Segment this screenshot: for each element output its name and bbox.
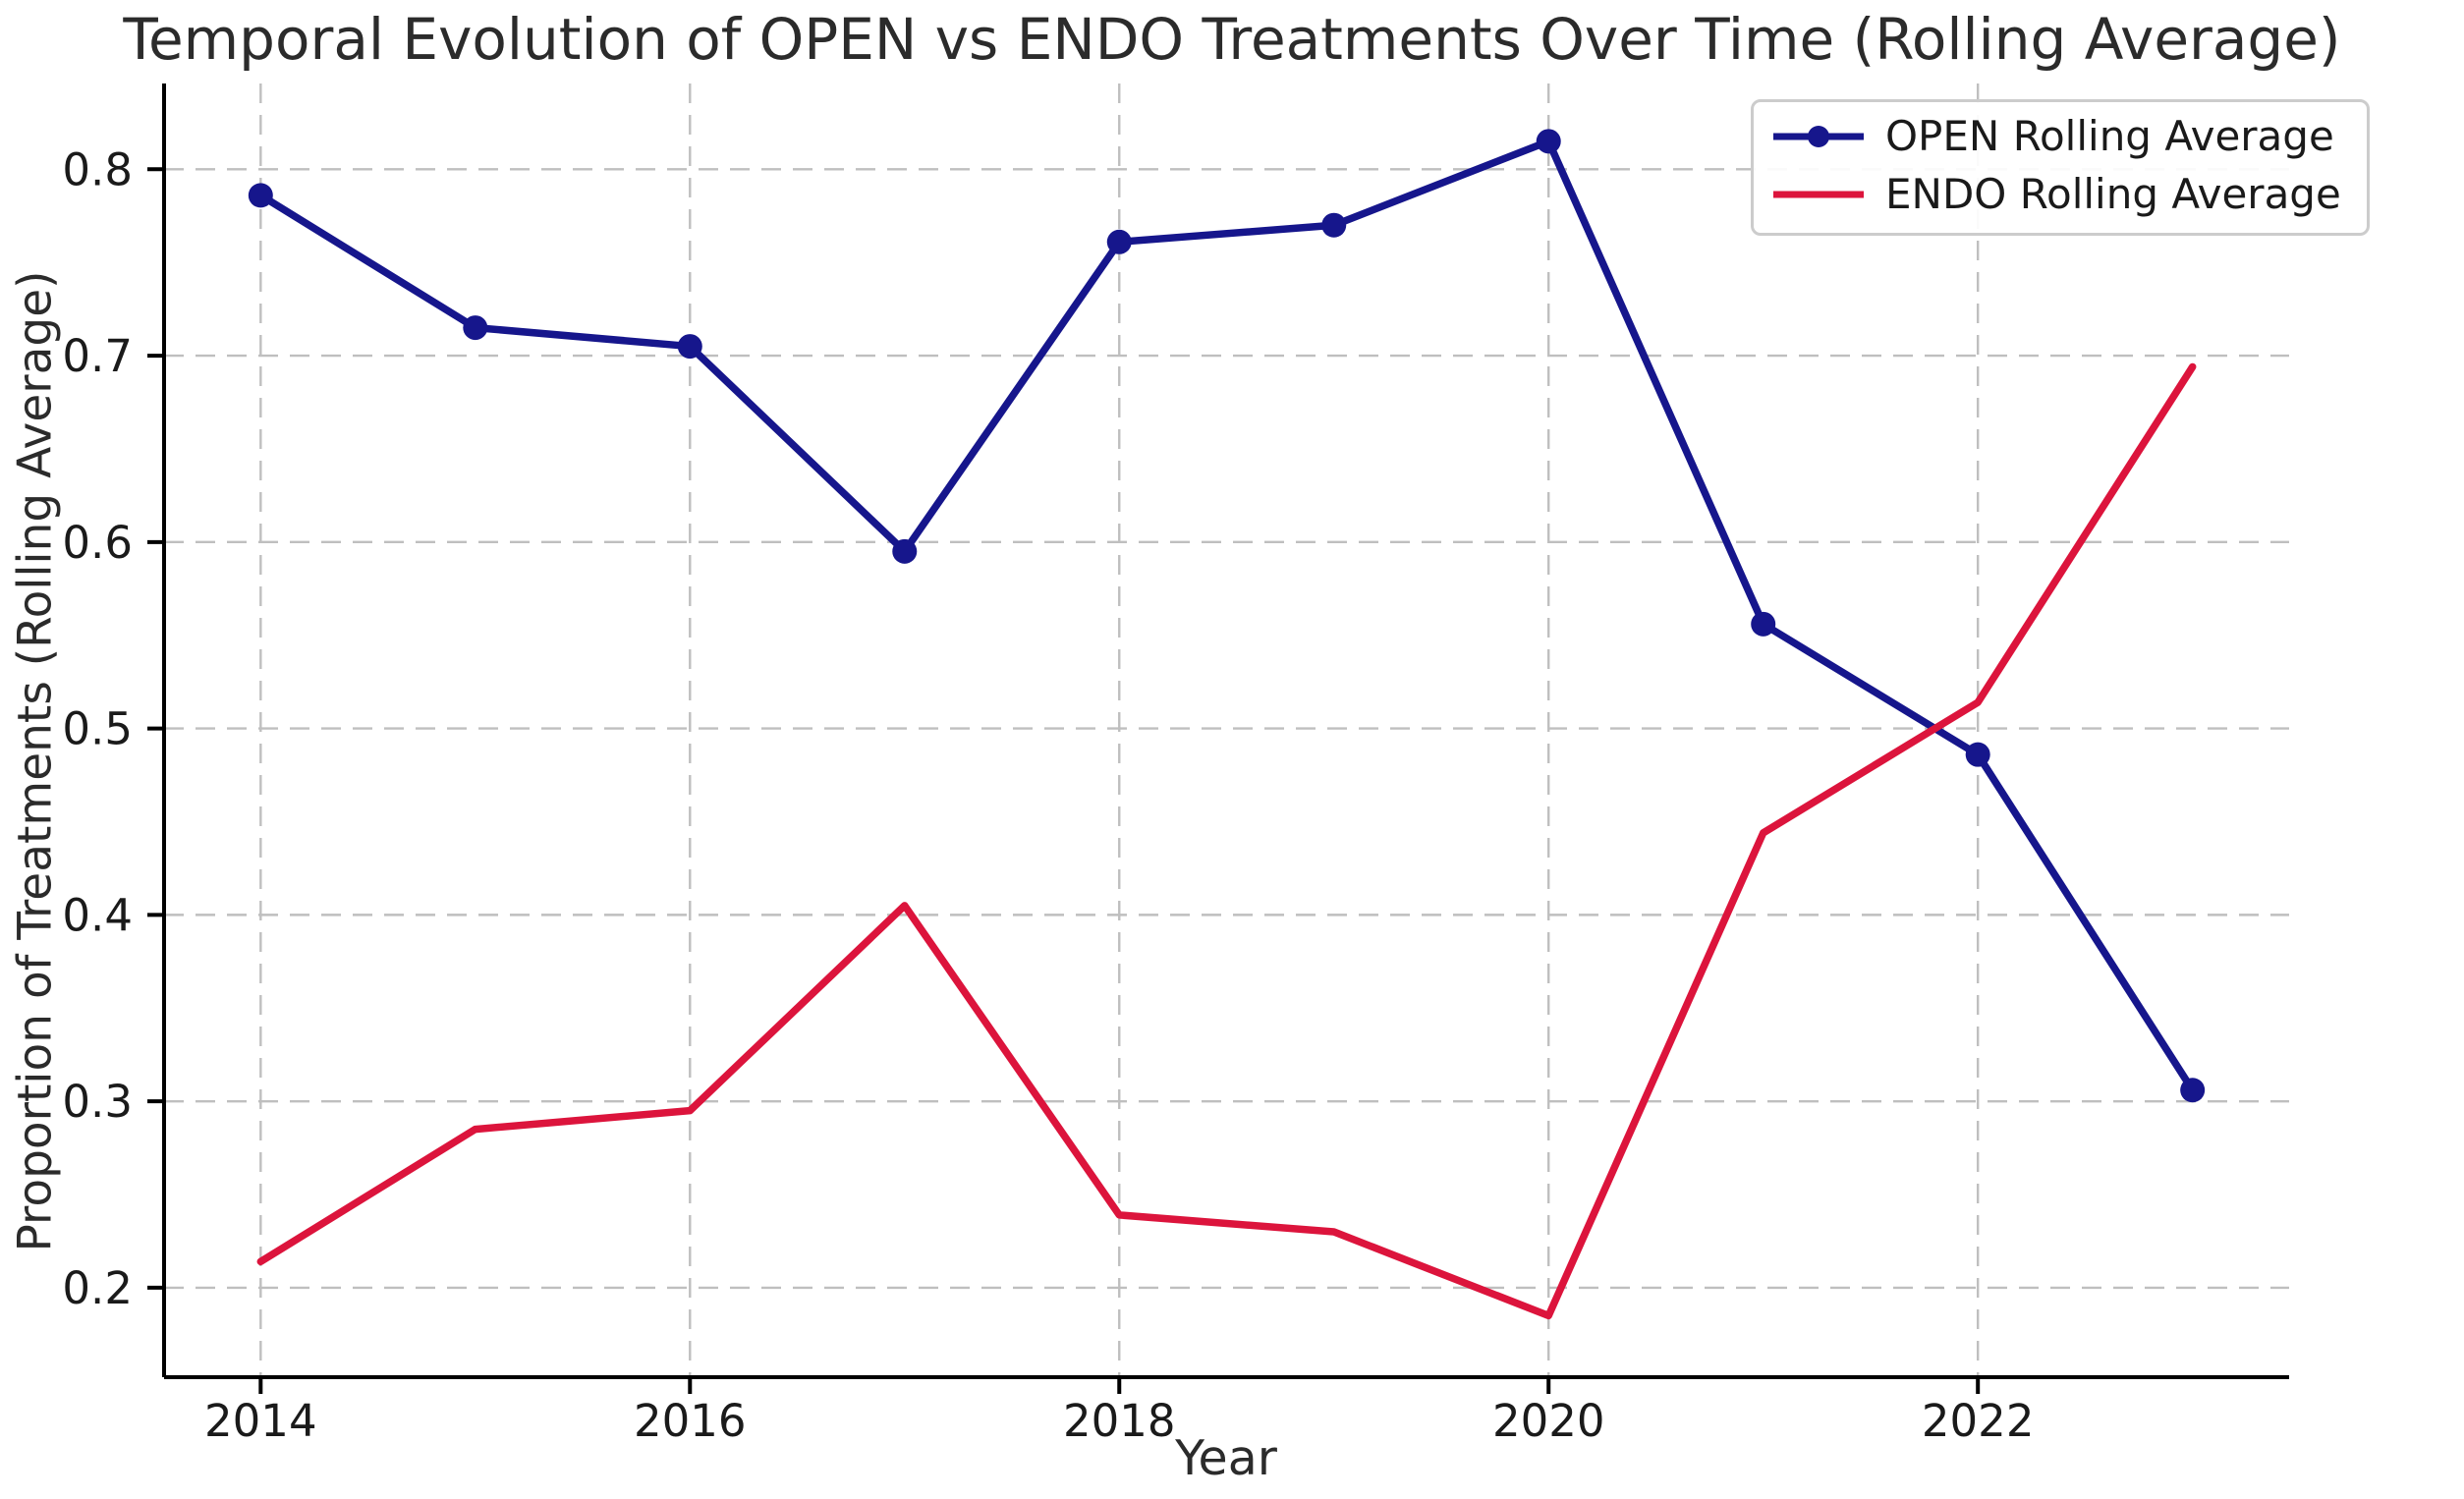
y-tick-label-0.5: 0.5 — [62, 703, 133, 755]
legend-open-line-icon — [1773, 126, 1864, 148]
chart-title: Temporal Evolution of OPEN vs ENDO Treat… — [123, 6, 2341, 73]
x-tick-label-2014: 2014 — [204, 1395, 317, 1447]
legend-endo-line-icon — [1773, 191, 1864, 198]
y-tick-label-0.8: 0.8 — [62, 143, 133, 195]
series-line-open — [256, 138, 2197, 1094]
marker-open-2015 — [463, 315, 488, 341]
marker-open-2016 — [677, 334, 702, 360]
marker-open-2021 — [1751, 611, 1776, 637]
y-tick-label-0.2: 0.2 — [62, 1262, 133, 1314]
legend-endo-label: ENDO Rolling Average — [1885, 169, 2341, 218]
marker-open-2017 — [892, 538, 918, 564]
legend-open-label: OPEN Rolling Average — [1885, 112, 2334, 160]
marker-open-2019 — [1321, 212, 1347, 238]
y-axis-label: Proportion of Treatments (Rolling Averag… — [8, 270, 63, 1252]
legend-item-open: OPEN Rolling Average — [1771, 110, 2341, 164]
marker-open-2014 — [248, 183, 273, 208]
x-axis-label: Year — [1175, 1430, 1277, 1486]
x-tick-label-2020: 2020 — [1492, 1395, 1605, 1447]
series-line-endo — [256, 362, 2197, 1320]
marker-open-2020 — [1536, 129, 1561, 154]
x-tick-label-2022: 2022 — [1922, 1395, 2035, 1447]
x-tick-label-2016: 2016 — [634, 1395, 747, 1447]
marker-open-2023 — [2180, 1078, 2206, 1103]
marker-open-2018 — [1106, 229, 1132, 254]
legend: OPEN Rolling Average ENDO Rolling Averag… — [1751, 99, 2370, 237]
y-tick-label-0.4: 0.4 — [62, 889, 133, 941]
y-tick-label-0.7: 0.7 — [62, 330, 133, 382]
marker-open-2022 — [1965, 742, 1990, 767]
legend-item-endo: ENDO Rolling Average — [1771, 168, 2341, 222]
y-tick-label-0.3: 0.3 — [62, 1076, 133, 1128]
x-tick-label-2018: 2018 — [1063, 1395, 1176, 1447]
y-tick-label-0.6: 0.6 — [62, 517, 133, 569]
